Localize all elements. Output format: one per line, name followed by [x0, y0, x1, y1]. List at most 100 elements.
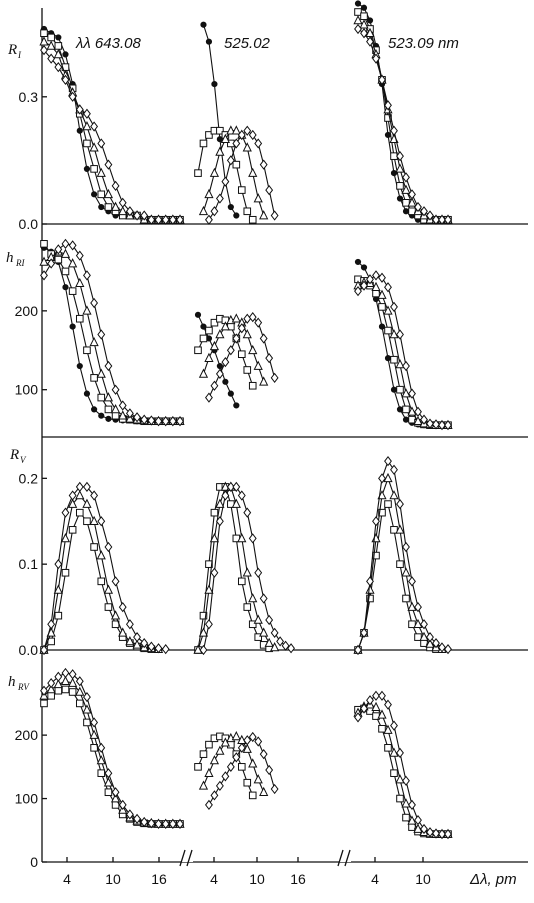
- y-axis-label: h: [8, 674, 16, 690]
- data-point-triangle: [103, 392, 114, 402]
- data-point-square: [205, 740, 213, 749]
- data-point-square: [83, 346, 91, 355]
- data-point-triangle: [96, 550, 106, 560]
- data-point-diamond: [432, 828, 440, 839]
- data-point-triangle: [215, 146, 225, 156]
- data-point-diamond: [140, 210, 149, 221]
- data-point-diamond: [265, 614, 274, 626]
- data-point-triangle: [53, 48, 63, 59]
- data-point-square: [248, 381, 257, 390]
- y-tick-label: 0.1: [19, 556, 39, 572]
- data-point-square: [384, 326, 392, 335]
- data-point-triangle: [419, 631, 429, 641]
- data-point-diamond: [414, 201, 422, 213]
- data-point-square: [243, 366, 252, 374]
- data-point-triangle: [389, 490, 399, 500]
- data-point-diamond: [420, 414, 428, 425]
- data-point-square: [396, 560, 404, 568]
- data-point-square: [61, 568, 70, 577]
- data-point-dot: [354, 0, 362, 7]
- data-point-diamond: [408, 189, 416, 200]
- data-point-triangle: [215, 329, 225, 339]
- data-point-diamond: [147, 641, 156, 652]
- data-point-diamond: [248, 312, 257, 323]
- data-point-diamond: [259, 593, 268, 604]
- data-point-triangle: [209, 167, 220, 177]
- data-point-triangle: [365, 27, 375, 37]
- data-point-diamond: [384, 456, 392, 467]
- data-point-diamond: [378, 690, 386, 701]
- data-point-diamond: [287, 643, 295, 654]
- data-point-diamond: [205, 214, 213, 225]
- data-point-diamond: [237, 129, 246, 141]
- data-point-square: [210, 318, 219, 327]
- data-point-diamond: [226, 481, 235, 493]
- data-point-square: [205, 326, 213, 335]
- data-point-diamond: [168, 416, 177, 427]
- data-point-square: [68, 526, 77, 534]
- data-point-triangle: [383, 724, 393, 734]
- data-point-diamond: [414, 406, 422, 417]
- data-point-diamond: [226, 761, 235, 772]
- data-point-square: [237, 186, 246, 194]
- data-point-diamond: [97, 516, 106, 527]
- data-point-diamond: [47, 258, 56, 269]
- data-point-triangle: [395, 359, 405, 369]
- data-point-diamond: [270, 627, 279, 638]
- x-tick-label: 4: [63, 871, 71, 887]
- data-point-diamond: [147, 214, 156, 225]
- data-point-triangle: [231, 498, 241, 508]
- data-point-diamond: [118, 799, 127, 811]
- data-point-triangle: [377, 709, 387, 719]
- data-point-square: [384, 500, 392, 508]
- data-point-square: [194, 763, 202, 771]
- data-point-triangle: [259, 627, 269, 637]
- data-point-square: [104, 405, 113, 414]
- data-point-diamond: [378, 473, 386, 484]
- data-point-diamond: [420, 823, 428, 835]
- data-point-dot: [62, 51, 69, 58]
- data-point-diamond: [237, 490, 246, 501]
- data-point-square: [243, 603, 252, 611]
- data-point-diamond: [215, 516, 224, 527]
- data-point-triangle: [383, 472, 393, 483]
- data-point-triangle: [231, 313, 241, 323]
- data-point-square: [40, 29, 48, 37]
- data-point-triangle: [110, 610, 121, 620]
- data-point-triangle: [198, 780, 209, 790]
- data-point-diamond: [444, 828, 452, 840]
- data-point-dot: [76, 362, 83, 370]
- data-point-diamond: [226, 345, 235, 356]
- data-point-dot: [222, 378, 229, 385]
- y-axis-label-subscript: I: [17, 50, 22, 60]
- data-point-square: [47, 33, 55, 42]
- data-point-diamond: [199, 644, 208, 656]
- data-point-diamond: [75, 104, 84, 115]
- data-point-diamond: [254, 138, 263, 149]
- data-point-triangle: [407, 815, 417, 825]
- data-point-triangle: [215, 498, 225, 508]
- data-point-diamond: [402, 172, 410, 183]
- data-point-diamond: [161, 644, 170, 655]
- data-point-diamond: [125, 809, 134, 820]
- series-line-square: [43, 32, 180, 221]
- data-point-dot: [91, 406, 98, 413]
- data-point-diamond: [40, 644, 48, 656]
- data-point-diamond: [133, 813, 141, 824]
- data-point-triangle: [82, 704, 92, 714]
- data-point-diamond: [265, 184, 274, 196]
- data-point-square: [90, 543, 98, 551]
- data-point-diamond: [402, 541, 410, 553]
- data-point-diamond: [90, 717, 99, 728]
- series-line-diamond: [208, 129, 276, 221]
- data-point-diamond: [221, 771, 230, 782]
- data-point-diamond: [68, 91, 77, 102]
- data-point-triangle: [377, 289, 387, 299]
- data-point-square: [194, 169, 202, 177]
- data-point-triangle: [82, 121, 92, 131]
- group-header: 523.09 nm: [388, 35, 459, 52]
- data-point-diamond: [118, 601, 127, 613]
- data-point-square: [61, 267, 70, 276]
- data-point-diamond: [147, 818, 156, 829]
- data-point-diamond: [270, 783, 279, 795]
